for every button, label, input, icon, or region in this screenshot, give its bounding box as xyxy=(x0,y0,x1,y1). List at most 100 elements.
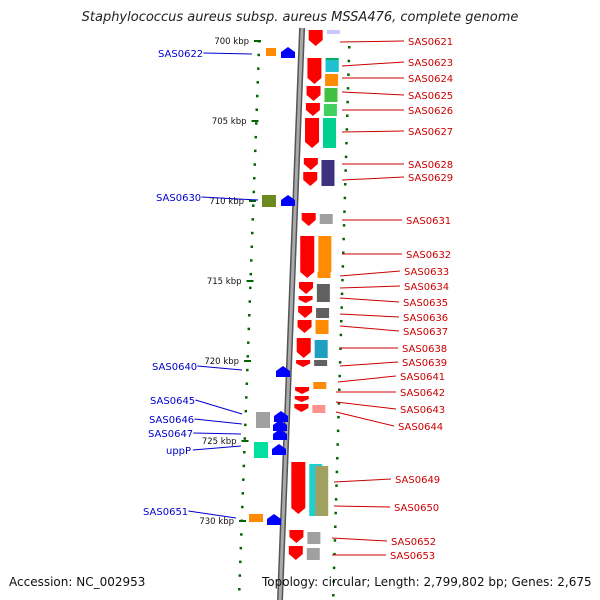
forward-gene-arrow xyxy=(296,338,311,358)
leader-line xyxy=(333,478,392,483)
minor-tick-left xyxy=(241,492,245,495)
gene-label-right: SAS0634 xyxy=(404,282,449,293)
minor-tick-left xyxy=(239,546,243,550)
forward-gene-arrow xyxy=(305,103,320,116)
minor-tick-left xyxy=(241,505,244,509)
reverse-gene-arrow xyxy=(273,420,287,431)
gene-label-right: SAS0652 xyxy=(391,537,436,548)
minor-tick-right xyxy=(346,87,350,90)
forward-gene-arrow xyxy=(303,158,318,170)
gene-category-box xyxy=(314,360,328,366)
gene-label-right: SAS0629 xyxy=(408,173,453,184)
minor-tick-left xyxy=(252,204,255,207)
gene-label-right: SAS0631 xyxy=(406,216,451,227)
reverse-gene-arrow xyxy=(274,411,288,422)
gene-label-right: SAS0638 xyxy=(402,344,447,355)
gene-category-box xyxy=(323,118,337,148)
minor-tick-right xyxy=(342,251,345,254)
leader-line xyxy=(193,432,242,435)
gene-category-box xyxy=(314,340,328,358)
gene-category-box xyxy=(317,272,331,278)
minor-tick-right xyxy=(343,196,347,200)
gene-category-box xyxy=(325,74,339,86)
gene-category-box xyxy=(316,284,330,302)
minor-tick-right xyxy=(334,498,338,501)
minor-tick-left xyxy=(246,355,250,358)
minor-tick-right xyxy=(334,525,337,528)
gene-label-left: SAS0651 xyxy=(143,507,188,518)
minor-tick-right xyxy=(333,552,336,556)
gene-label-left: SAS0647 xyxy=(148,429,193,440)
leader-line xyxy=(195,399,243,415)
leader-line xyxy=(339,313,400,318)
minor-tick-left xyxy=(242,478,245,481)
minor-tick-left xyxy=(242,464,246,468)
gene-category-box xyxy=(323,104,337,116)
gene-label-right: SAS0649 xyxy=(395,475,440,486)
backbone-layer xyxy=(277,27,306,600)
forward-gene-arrow xyxy=(307,58,322,84)
minor-tick-left xyxy=(243,451,246,454)
forward-gene-arrow xyxy=(308,30,323,46)
minor-tick-left xyxy=(253,177,256,180)
feature-layer xyxy=(249,30,340,560)
forward-gene-arrow xyxy=(294,404,309,412)
gene-label-right: SAS0632 xyxy=(406,250,451,261)
minor-tick-right xyxy=(345,128,349,131)
scale-label: 720 kbp xyxy=(204,357,239,367)
minor-tick-left xyxy=(246,368,249,372)
leader-line xyxy=(335,401,397,410)
gene-label-right: SAS0628 xyxy=(408,160,453,171)
gene-category-box xyxy=(319,214,333,224)
leader-line xyxy=(339,40,405,43)
map-title: Staphylococcus aureus subsp. aureus MSSA… xyxy=(81,10,519,25)
minor-tick-right xyxy=(346,114,349,117)
minor-tick-left xyxy=(251,231,254,235)
minor-tick-left xyxy=(257,53,261,57)
minor-tick-right xyxy=(336,429,340,433)
minor-tick-left xyxy=(250,245,254,248)
leader-line xyxy=(201,196,259,201)
gene-category-box xyxy=(315,466,329,516)
gene-label-right: SAS0650 xyxy=(394,503,439,514)
gene-label-left: SAS0646 xyxy=(149,415,194,426)
minor-tick-right xyxy=(342,224,346,227)
leader-line xyxy=(192,445,242,451)
reverse-gene-box xyxy=(249,514,263,522)
leader-line xyxy=(197,365,243,371)
minor-tick-left xyxy=(245,382,249,385)
minor-tick-left xyxy=(253,163,257,166)
accession-text: Accession: NC_002953 xyxy=(9,575,146,589)
reverse-gene-box xyxy=(262,195,276,207)
forward-gene-arrow xyxy=(297,320,312,333)
minor-tick-left xyxy=(254,149,257,153)
gene-category-box xyxy=(316,308,330,318)
gene-category-box xyxy=(326,30,340,34)
gene-label-right: SAS0642 xyxy=(400,388,445,399)
minor-tick-right xyxy=(338,361,342,364)
gene-category-box xyxy=(321,160,335,186)
gene-category-box xyxy=(306,548,320,560)
minor-tick-left xyxy=(248,300,252,303)
gene-label-right: SAS0626 xyxy=(408,106,453,117)
minor-tick-right xyxy=(340,292,344,296)
scale-label: 725 kbp xyxy=(202,437,237,447)
reverse-gene-arrow xyxy=(273,429,287,440)
minor-tick-right xyxy=(343,210,346,213)
gene-label-left: SAS0640 xyxy=(152,362,197,373)
gene-label-right: SAS0623 xyxy=(408,58,453,69)
gene-category-box xyxy=(307,532,321,544)
forward-gene-arrow xyxy=(303,172,318,186)
minor-tick-right xyxy=(337,415,340,419)
minor-tick-left xyxy=(255,108,259,111)
minor-tick-right xyxy=(341,265,345,268)
minor-tick-right xyxy=(333,539,337,542)
minor-tick-left xyxy=(243,437,247,440)
minor-tick-right xyxy=(342,237,345,241)
minor-tick-right xyxy=(332,580,335,583)
minor-tick-left xyxy=(245,396,248,399)
gene-label-right: SAS0653 xyxy=(390,551,435,562)
leader-line xyxy=(341,176,405,181)
gene-category-box xyxy=(325,60,339,72)
